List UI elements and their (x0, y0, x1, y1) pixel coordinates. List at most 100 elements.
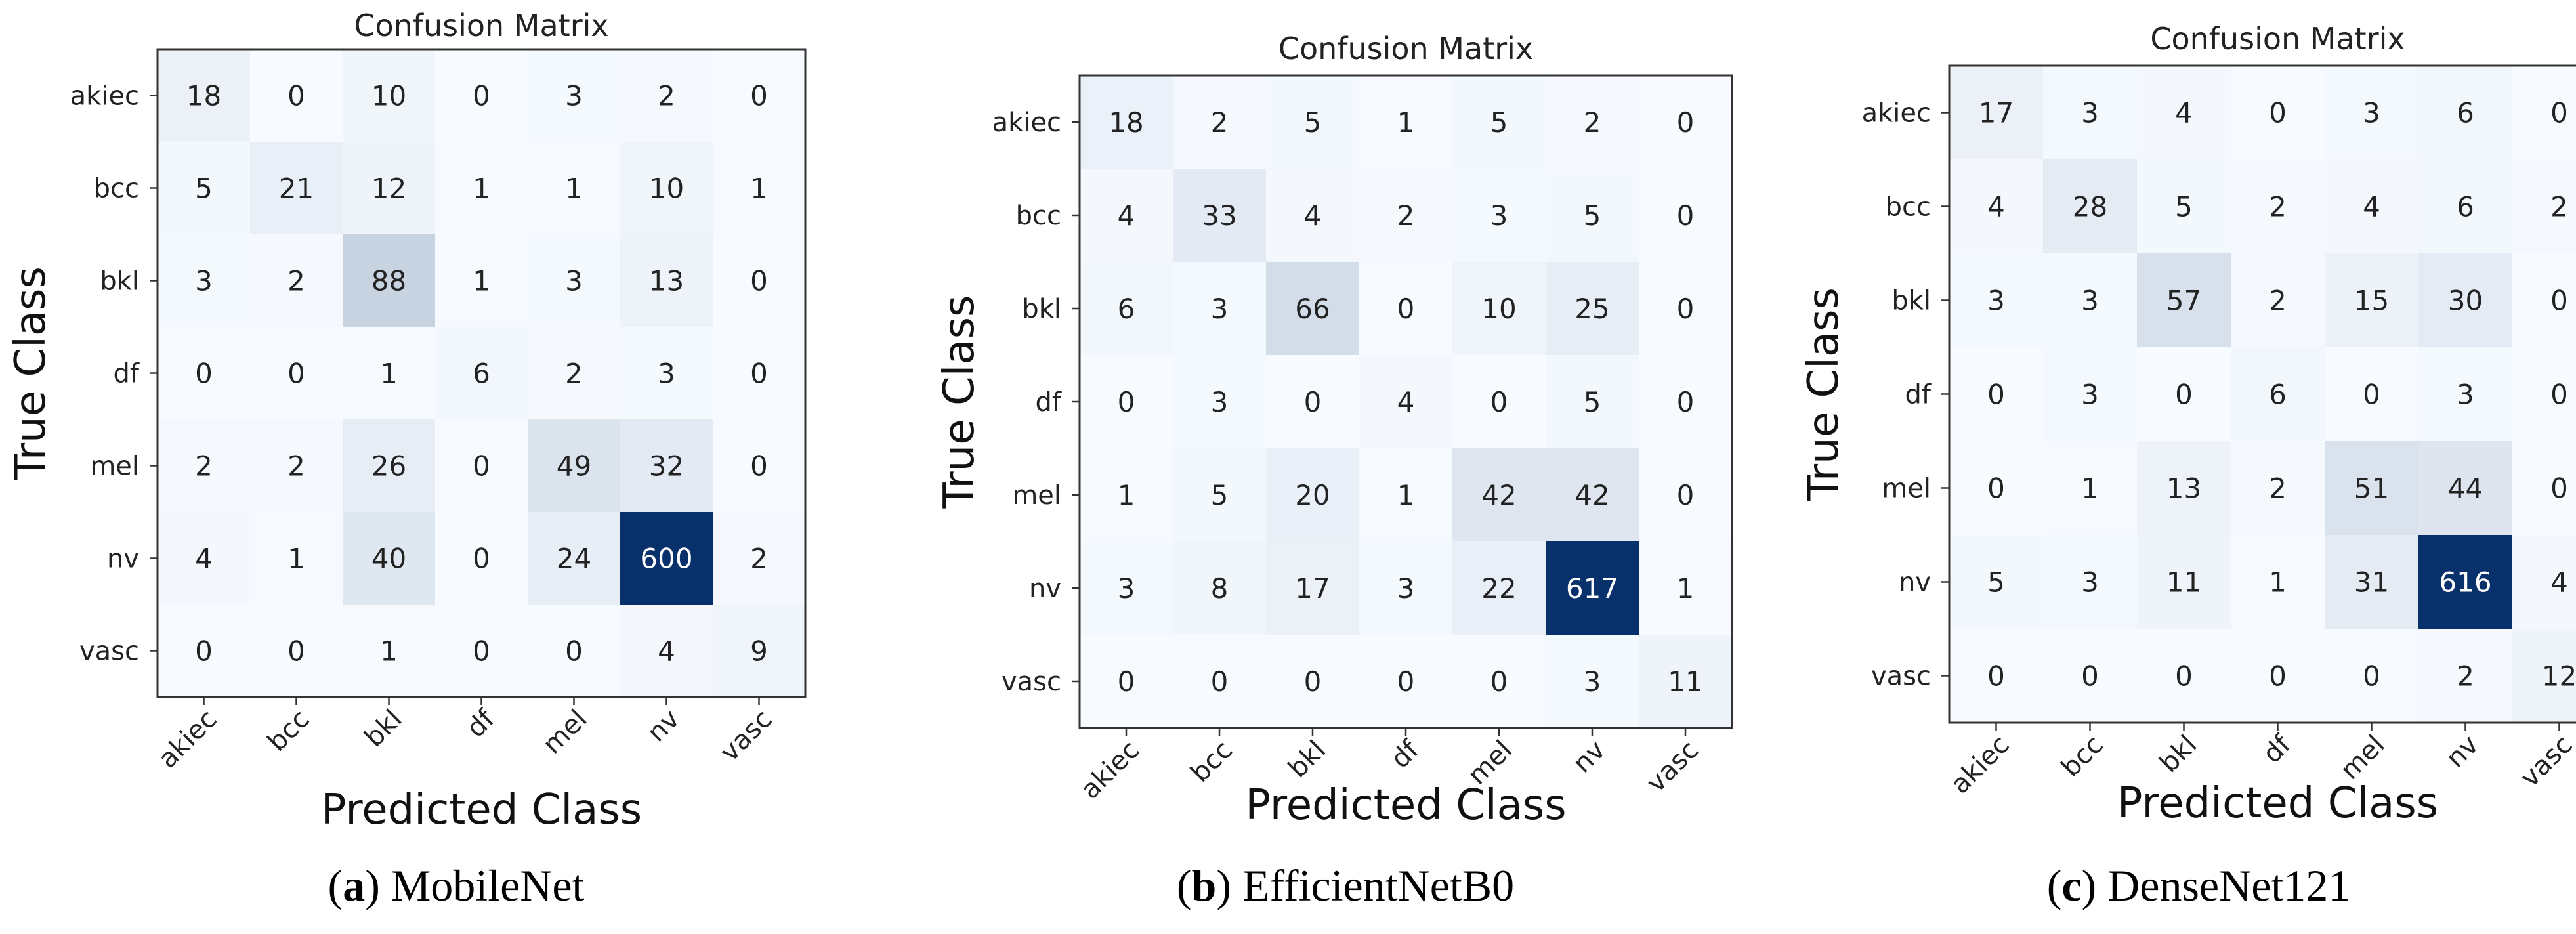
heatmap-cell (1949, 629, 2044, 723)
heatmap-cell (713, 419, 806, 513)
cell-value-label: 0 (287, 635, 305, 668)
cell-value-label: 0 (565, 635, 583, 668)
heatmap-cell (1452, 75, 1546, 169)
cell-value-label: 4 (2363, 191, 2380, 223)
heatmap-cell (435, 142, 528, 235)
cell-value-label: 3 (2363, 97, 2380, 129)
heatmap-cell (1546, 635, 1639, 729)
heatmap-cell (713, 512, 806, 605)
heatmap-cell (1949, 253, 2044, 348)
heatmap-cell (528, 49, 621, 142)
heatmap-cell (713, 605, 806, 698)
heatmap-cell (2512, 441, 2576, 536)
heatmap-cell (2137, 441, 2231, 536)
cell-value-label: 2 (195, 450, 213, 482)
cell-value-label: 0 (2550, 285, 2568, 317)
cell-value-label: 9 (750, 635, 768, 668)
heatmap-cell (343, 49, 436, 142)
cell-value-label: 0 (195, 358, 213, 390)
heatmap-cell (250, 142, 343, 235)
y-tick-label: mel (1882, 474, 1931, 504)
heatmap-cell (250, 327, 343, 420)
heatmap-cell (2231, 347, 2325, 442)
cell-value-label: 2 (1584, 106, 1601, 138)
heatmap-cell (1359, 169, 1453, 263)
cell-value-label: 5 (1584, 386, 1601, 418)
cell-value-label: 0 (1118, 386, 1135, 418)
heatmap-cell (2231, 535, 2325, 629)
heatmap-cell (343, 234, 436, 328)
cell-value-label: 0 (473, 543, 490, 575)
cell-value-label: 12 (2542, 660, 2576, 692)
heatmap-cell (713, 327, 806, 420)
x-tick-label: akiec (1075, 735, 1145, 805)
heatmap-cell (1266, 262, 1360, 356)
cell-value-label: 4 (1987, 191, 2005, 223)
heatmap-cell (158, 142, 251, 235)
cell-value-label: 4 (2175, 97, 2193, 129)
heatmap-cell (620, 327, 713, 420)
heatmap-cell (1359, 541, 1453, 635)
heatmap-cell (2325, 441, 2419, 536)
heatmap-cell (528, 327, 621, 420)
x-tick-label: bcc (2056, 730, 2109, 784)
x-tick-label: vasc (1641, 735, 1704, 799)
heatmap-cell (1546, 169, 1639, 263)
heatmap-cell (1949, 159, 2044, 254)
heatmap-cell (1266, 635, 1360, 729)
y-axis-label: True Class (7, 266, 55, 480)
heatmap-cell (1080, 169, 1173, 263)
y-tick-label: bcc (1016, 201, 1061, 231)
x-tick-label: nv (1567, 735, 1611, 779)
cell-value-label: 0 (2550, 97, 2568, 129)
cell-value-label: 0 (1490, 386, 1508, 418)
heatmap-cell (2231, 159, 2325, 254)
cell-value-label: 5 (1987, 566, 2005, 599)
cell-value-label: 4 (1397, 386, 1415, 418)
cell-value-label: 0 (1677, 200, 1695, 232)
confusion-matrix-panel-2: 18 2 5 1 5 2 04 33 4 2 3 5 06 3 66 0 10 25 00 3 0 4 0 5 01 5 20 1 42… (935, 31, 1733, 830)
cell-value-label: 3 (2081, 285, 2099, 317)
cell-value-label: 57 (2166, 285, 2201, 317)
cell-value-label: 1 (287, 543, 305, 575)
heatmap-cell (1359, 262, 1453, 356)
cell-value-label: 0 (1304, 666, 1322, 698)
cell-value-label: 32 (649, 450, 684, 482)
cell-value-label: 3 (2457, 379, 2474, 411)
cell-value-label: 0 (287, 358, 305, 390)
heatmap-cell (2325, 629, 2419, 723)
heatmap-cell (2418, 347, 2513, 442)
heatmap-cell (1080, 635, 1173, 729)
cell-value-label: 88 (371, 265, 406, 297)
heatmap-cell (1452, 262, 1546, 356)
cell-value-label: 5 (1304, 106, 1322, 138)
cell-value-label: 0 (195, 635, 213, 668)
cell-value-label: 3 (565, 80, 583, 112)
cell-value-label: 22 (1481, 572, 1516, 605)
heatmap-cell (620, 419, 713, 513)
heatmap-cell (435, 605, 528, 698)
heatmap-cell (2137, 159, 2231, 254)
heatmap-cell (1080, 448, 1173, 542)
cell-value-label: 2 (287, 450, 305, 482)
cell-value-label: 3 (1490, 200, 1508, 232)
heatmap-cell (1546, 355, 1639, 449)
heatmap-cell (1266, 448, 1360, 542)
cell-value-label: 600 (640, 543, 692, 575)
cell-value-label: 3 (2081, 379, 2099, 411)
heatmap-cell (2418, 629, 2513, 723)
heatmap-cell (2512, 66, 2576, 160)
cell-value-label: 3 (195, 265, 213, 297)
heatmap-cell (1949, 347, 2044, 442)
heatmap-cell (2043, 535, 2138, 629)
cell-value-label: 0 (1677, 293, 1695, 325)
cell-value-label: 18 (1109, 106, 1143, 138)
y-tick-label: akiec (992, 108, 1061, 138)
cell-value-label: 24 (557, 543, 591, 575)
heatmap-cell (250, 605, 343, 698)
x-tick-label: df (2257, 729, 2297, 769)
heatmap-cell (528, 142, 621, 235)
heatmap-cell (2043, 347, 2138, 442)
y-tick-label: bcc (94, 174, 139, 204)
